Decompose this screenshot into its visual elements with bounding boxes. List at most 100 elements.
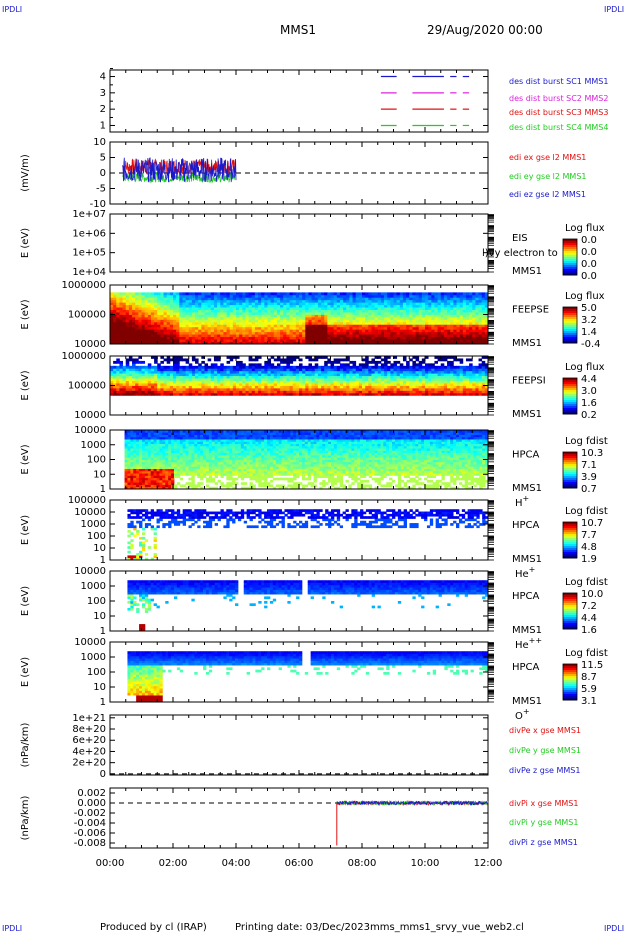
spectrogram-cell — [157, 339, 161, 342]
spectrogram-cell — [147, 470, 152, 474]
spectrogram-cell — [147, 432, 152, 435]
spectrogram-cell — [478, 316, 483, 320]
spectrogram-cell — [242, 339, 246, 342]
spectrogram-cell — [339, 368, 344, 372]
spectrogram-cell — [254, 326, 259, 330]
spectrogram-cell — [358, 307, 363, 310]
spectrogram-cell — [169, 329, 174, 333]
spectrogram-cell — [299, 319, 303, 323]
spectrogram-cell — [122, 299, 127, 303]
spectrogram-cell — [141, 375, 146, 379]
mission-title: MMS1 — [280, 23, 316, 37]
spectrogram-cell — [437, 316, 442, 320]
spectrogram-cell — [380, 331, 385, 335]
spectrogram-cell — [133, 452, 137, 456]
spectrogram-cell — [311, 319, 316, 323]
spectrogram-cell — [188, 387, 193, 391]
spectrogram-cell — [481, 387, 486, 391]
spectrogram-cell — [169, 383, 174, 386]
spectrogram-cell — [144, 479, 149, 483]
spectrogram-cell — [141, 434, 146, 438]
spectrogram-cell — [387, 331, 391, 335]
spectrogram-cell — [440, 387, 445, 391]
spectrogram-cell — [110, 385, 114, 389]
spectrogram-cell — [402, 358, 407, 362]
spectrogram-cell — [280, 297, 284, 301]
spectrogram-cell — [434, 314, 438, 318]
spectrogram-cell — [365, 299, 369, 303]
spectrogram-cell — [308, 299, 312, 303]
spectrogram-cell — [286, 368, 290, 372]
spectrogram-cell — [349, 390, 353, 394]
spectrogram-cell — [248, 316, 253, 320]
spectrogram-cell — [270, 304, 275, 308]
spectrogram-cell — [469, 392, 473, 396]
spectrogram-cell — [150, 316, 155, 320]
spectrogram-cell — [352, 365, 357, 369]
spectrogram-cell — [339, 297, 344, 301]
spectrogram-cell — [261, 336, 265, 340]
spectrogram-cell — [295, 316, 300, 320]
spectrogram-cell — [368, 380, 372, 384]
spectrogram-cell — [393, 316, 398, 320]
spectrogram-cell — [195, 390, 199, 394]
spectrogram-cell — [280, 316, 284, 320]
spectrogram-cell — [176, 297, 180, 301]
spectrogram-cell — [314, 324, 319, 328]
spectrogram-cell — [377, 334, 382, 338]
instrument-label: FEEPSI — [512, 376, 546, 387]
spectrogram-cell — [368, 302, 372, 306]
spectrogram-cell — [125, 385, 130, 389]
spectrogram-cell — [415, 292, 420, 296]
spectrogram-cell — [248, 383, 253, 386]
spectrogram-cell — [213, 326, 218, 330]
spectrogram-cell — [409, 302, 413, 306]
spectrogram-cell — [141, 459, 146, 463]
spectrogram-cell — [110, 307, 114, 310]
spectrogram-cell — [188, 297, 193, 301]
spectrogram-cell — [343, 321, 347, 325]
spectrogram-cell — [220, 299, 224, 303]
spectrogram-cell — [169, 380, 174, 384]
spectrogram-cell — [173, 378, 177, 381]
spectrogram-cell — [191, 387, 196, 391]
spectrogram-cell — [223, 373, 227, 377]
spectrogram-cell — [239, 336, 243, 340]
spectrogram-cell — [305, 297, 309, 301]
spectrogram-cell — [434, 356, 438, 359]
spectrogram-cell — [147, 387, 152, 391]
spectrogram-cell — [434, 378, 438, 381]
spectrogram-cell — [406, 341, 410, 345]
colorbar-cell — [563, 249, 577, 252]
spectrogram-cell — [336, 334, 341, 338]
spectrogram-cell — [128, 339, 133, 342]
spectrogram-cell — [217, 307, 221, 310]
spectrogram-cell — [289, 329, 294, 333]
spectrogram-cell — [384, 292, 388, 296]
spectrogram-cell — [264, 329, 268, 333]
spectrogram-cell — [270, 294, 275, 298]
spectrogram-cell — [428, 392, 432, 396]
spectrogram-cell — [299, 385, 303, 389]
y-axis-label: E (eV) — [20, 370, 31, 400]
spectrogram-cell — [154, 370, 158, 374]
spectrogram-cell — [443, 331, 448, 335]
spectrogram-cell — [402, 309, 407, 313]
spectrogram-cell — [141, 373, 146, 377]
spectrogram-cell — [336, 383, 341, 386]
spectrogram-cell — [204, 339, 209, 342]
spectrogram-cell — [311, 329, 316, 333]
spectrogram-cell — [456, 316, 461, 320]
spectrogram-cell — [330, 336, 335, 340]
colorbar-cell — [563, 265, 577, 268]
spectrogram-cell — [431, 392, 435, 396]
spectrogram-cell — [387, 387, 391, 391]
spectrogram-cell — [431, 383, 435, 386]
spectrogram-cell — [169, 339, 174, 342]
spectrogram-cell — [437, 383, 442, 386]
spectrogram-cell — [210, 324, 215, 328]
spectrogram-cell — [270, 297, 275, 301]
spectrogram-cell — [362, 307, 366, 310]
spectrogram-cell — [195, 378, 199, 381]
spectrogram-cell — [160, 378, 164, 381]
